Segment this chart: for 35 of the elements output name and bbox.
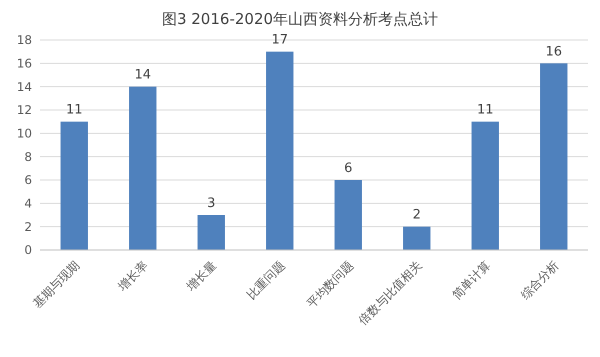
y-tick-label: 8 [24,150,32,164]
y-tick-label: 10 [16,126,32,141]
x-tick-label: 增长率 [114,258,151,294]
bar [129,86,156,250]
y-tick-label: 18 [16,33,32,48]
x-tick-label: 增长量 [183,258,220,294]
bar [472,122,499,250]
data-label: 16 [545,44,562,60]
x-tick-label: 简单计算 [449,258,494,302]
chart-title: 图3 2016-2020年山西资料分析考点总计 [162,10,438,28]
y-tick-label: 2 [24,220,32,234]
bar [266,52,294,250]
y-tick-label: 14 [16,80,32,94]
data-label: 14 [134,68,152,83]
x-tick-label: 基期与现期 [30,258,82,310]
y-tick-label: 0 [24,243,32,258]
x-tick-label: 平均数问题 [304,258,356,310]
bar [403,226,430,250]
data-label: 3 [207,196,216,211]
bar [540,63,568,250]
data-label: 11 [66,102,83,118]
y-tick-label: 16 [16,56,32,71]
y-tick-label: 12 [16,103,32,118]
x-tick-label: 倍数与比值相关 [356,258,425,328]
x-tick-label: 综合分析 [518,258,562,302]
data-label: 17 [271,32,288,48]
bar [198,215,225,250]
data-label: 11 [476,102,494,118]
x-tick-label: 比重问题 [244,258,288,302]
y-tick-label: 4 [24,196,32,211]
y-tick-label: 6 [24,173,32,188]
bar [334,180,362,250]
data-label: 6 [344,161,352,176]
bar [60,122,88,250]
data-label: 2 [412,208,421,223]
